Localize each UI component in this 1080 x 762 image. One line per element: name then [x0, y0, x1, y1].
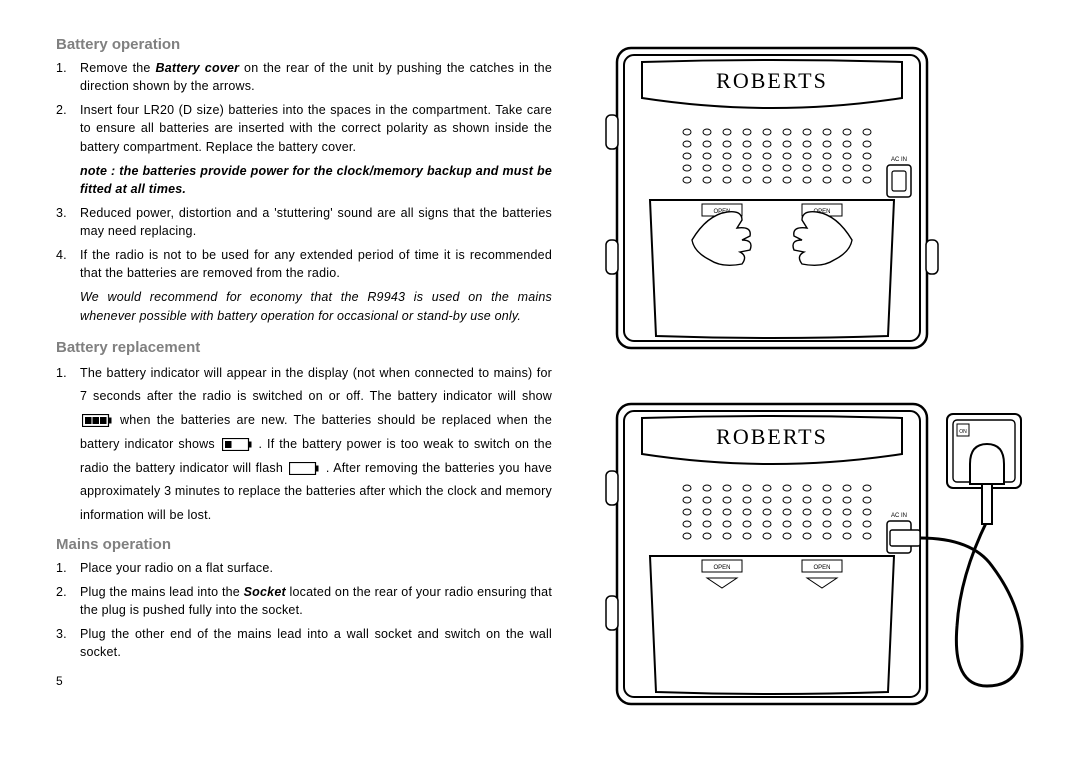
- bo-item-2: Insert four LR20 (D size) batteries into…: [56, 101, 552, 155]
- svg-text:ON: ON: [959, 429, 967, 435]
- bo-note: note : the batteries provide power for t…: [56, 162, 552, 198]
- battery-empty-icon: [287, 462, 321, 475]
- bo-item-3: Reduced power, distortion and a 'stutter…: [56, 204, 552, 240]
- svg-text:AC IN: AC IN: [891, 513, 907, 519]
- battery-full-icon: [80, 414, 114, 427]
- heading-mains-operation: Mains operation: [56, 536, 552, 553]
- illustration-battery-cover: ROBERTS: [592, 40, 1002, 360]
- list-battery-operation-2: Reduced power, distortion and a 'stutter…: [56, 204, 552, 283]
- list-battery-operation: Remove the Battery cover on the rear of …: [56, 59, 552, 156]
- mo-item-2: Plug the mains lead into the Socket loca…: [56, 583, 552, 619]
- brand-label: ROBERTS: [716, 68, 828, 93]
- br-item-1: The battery indicator will appear in the…: [56, 362, 552, 528]
- heading-battery-replacement: Battery replacement: [56, 339, 552, 356]
- illustration-mains: ROBERTS AC IN OPEN OPEN ON: [592, 396, 1032, 716]
- battery-low-icon: [220, 438, 254, 451]
- svg-text:OPEN: OPEN: [813, 565, 830, 571]
- bo-note2: We would recommend for economy that the …: [56, 288, 552, 324]
- mo-item-3: Plug the other end of the mains lead int…: [56, 625, 552, 661]
- list-battery-replacement: The battery indicator will appear in the…: [56, 362, 552, 528]
- svg-text:OPEN: OPEN: [713, 565, 730, 571]
- svg-text:ROBERTS: ROBERTS: [716, 424, 828, 449]
- ac-in-label: AC IN: [891, 157, 907, 163]
- page-number: 5: [56, 674, 552, 688]
- bo-item-4: If the radio is not to be used for any e…: [56, 246, 552, 282]
- plug-icon: [970, 444, 1004, 524]
- bo-item-1: Remove the Battery cover on the rear of …: [56, 59, 552, 95]
- mo-item-1: Place your radio on a flat surface.: [56, 559, 552, 577]
- heading-battery-operation: Battery operation: [56, 36, 552, 53]
- list-mains-operation: Place your radio on a flat surface. Plug…: [56, 559, 552, 662]
